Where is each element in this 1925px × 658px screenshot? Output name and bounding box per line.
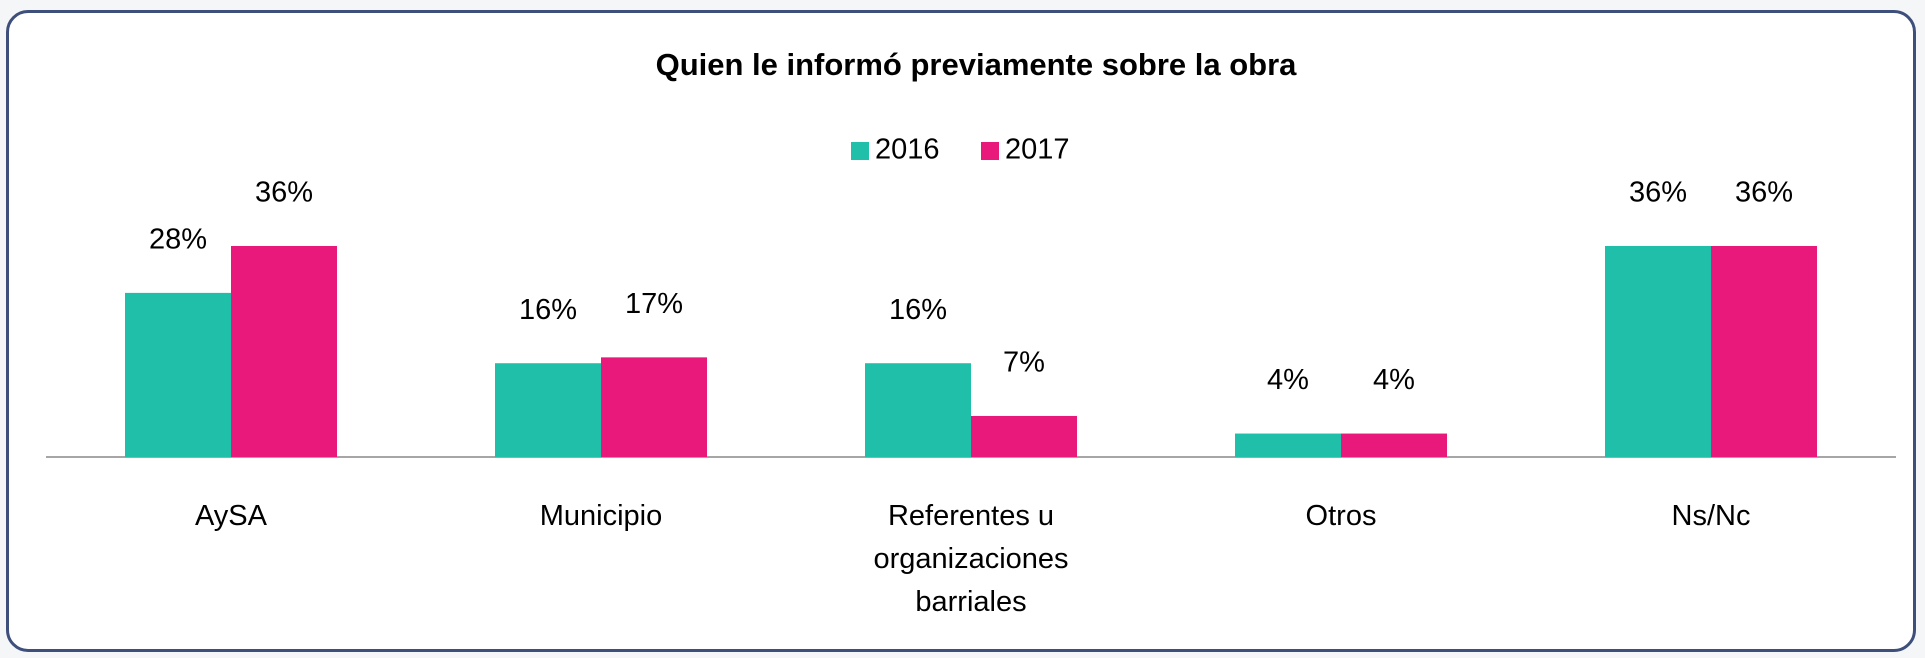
bar [1341,433,1447,457]
x-tick-label: AySA [194,500,267,532]
data-label: 17% [625,288,683,320]
data-label: 16% [519,294,577,326]
bar [1235,433,1341,457]
x-tick-label: Ns/Nc [1671,500,1751,532]
bar [125,292,231,457]
data-label: 36% [1735,177,1793,209]
legend-label: 2017 [1005,134,1070,166]
bar [1605,246,1711,457]
chart-title: Quien le informó previamente sobre la ob… [656,47,1298,82]
data-label: 28% [149,224,207,256]
data-label: 4% [1373,364,1415,396]
x-tick-label: Otros [1305,500,1377,532]
bar [231,246,337,457]
x-tick-label: Referentes u organizaciones barriales [873,500,1069,618]
bar [971,415,1077,457]
bar [495,363,601,457]
legend-swatch [981,142,999,160]
bar [1711,246,1817,457]
x-tick-label: Municipio [539,500,663,532]
data-label: 16% [889,294,947,326]
data-label: 7% [1003,347,1045,379]
data-label: 36% [1629,177,1687,209]
data-label: 4% [1267,364,1309,396]
data-label: 36% [255,177,313,209]
legend-swatch [851,142,869,160]
bar [865,363,971,457]
bar [601,357,707,457]
legend-label: 2016 [875,134,940,166]
